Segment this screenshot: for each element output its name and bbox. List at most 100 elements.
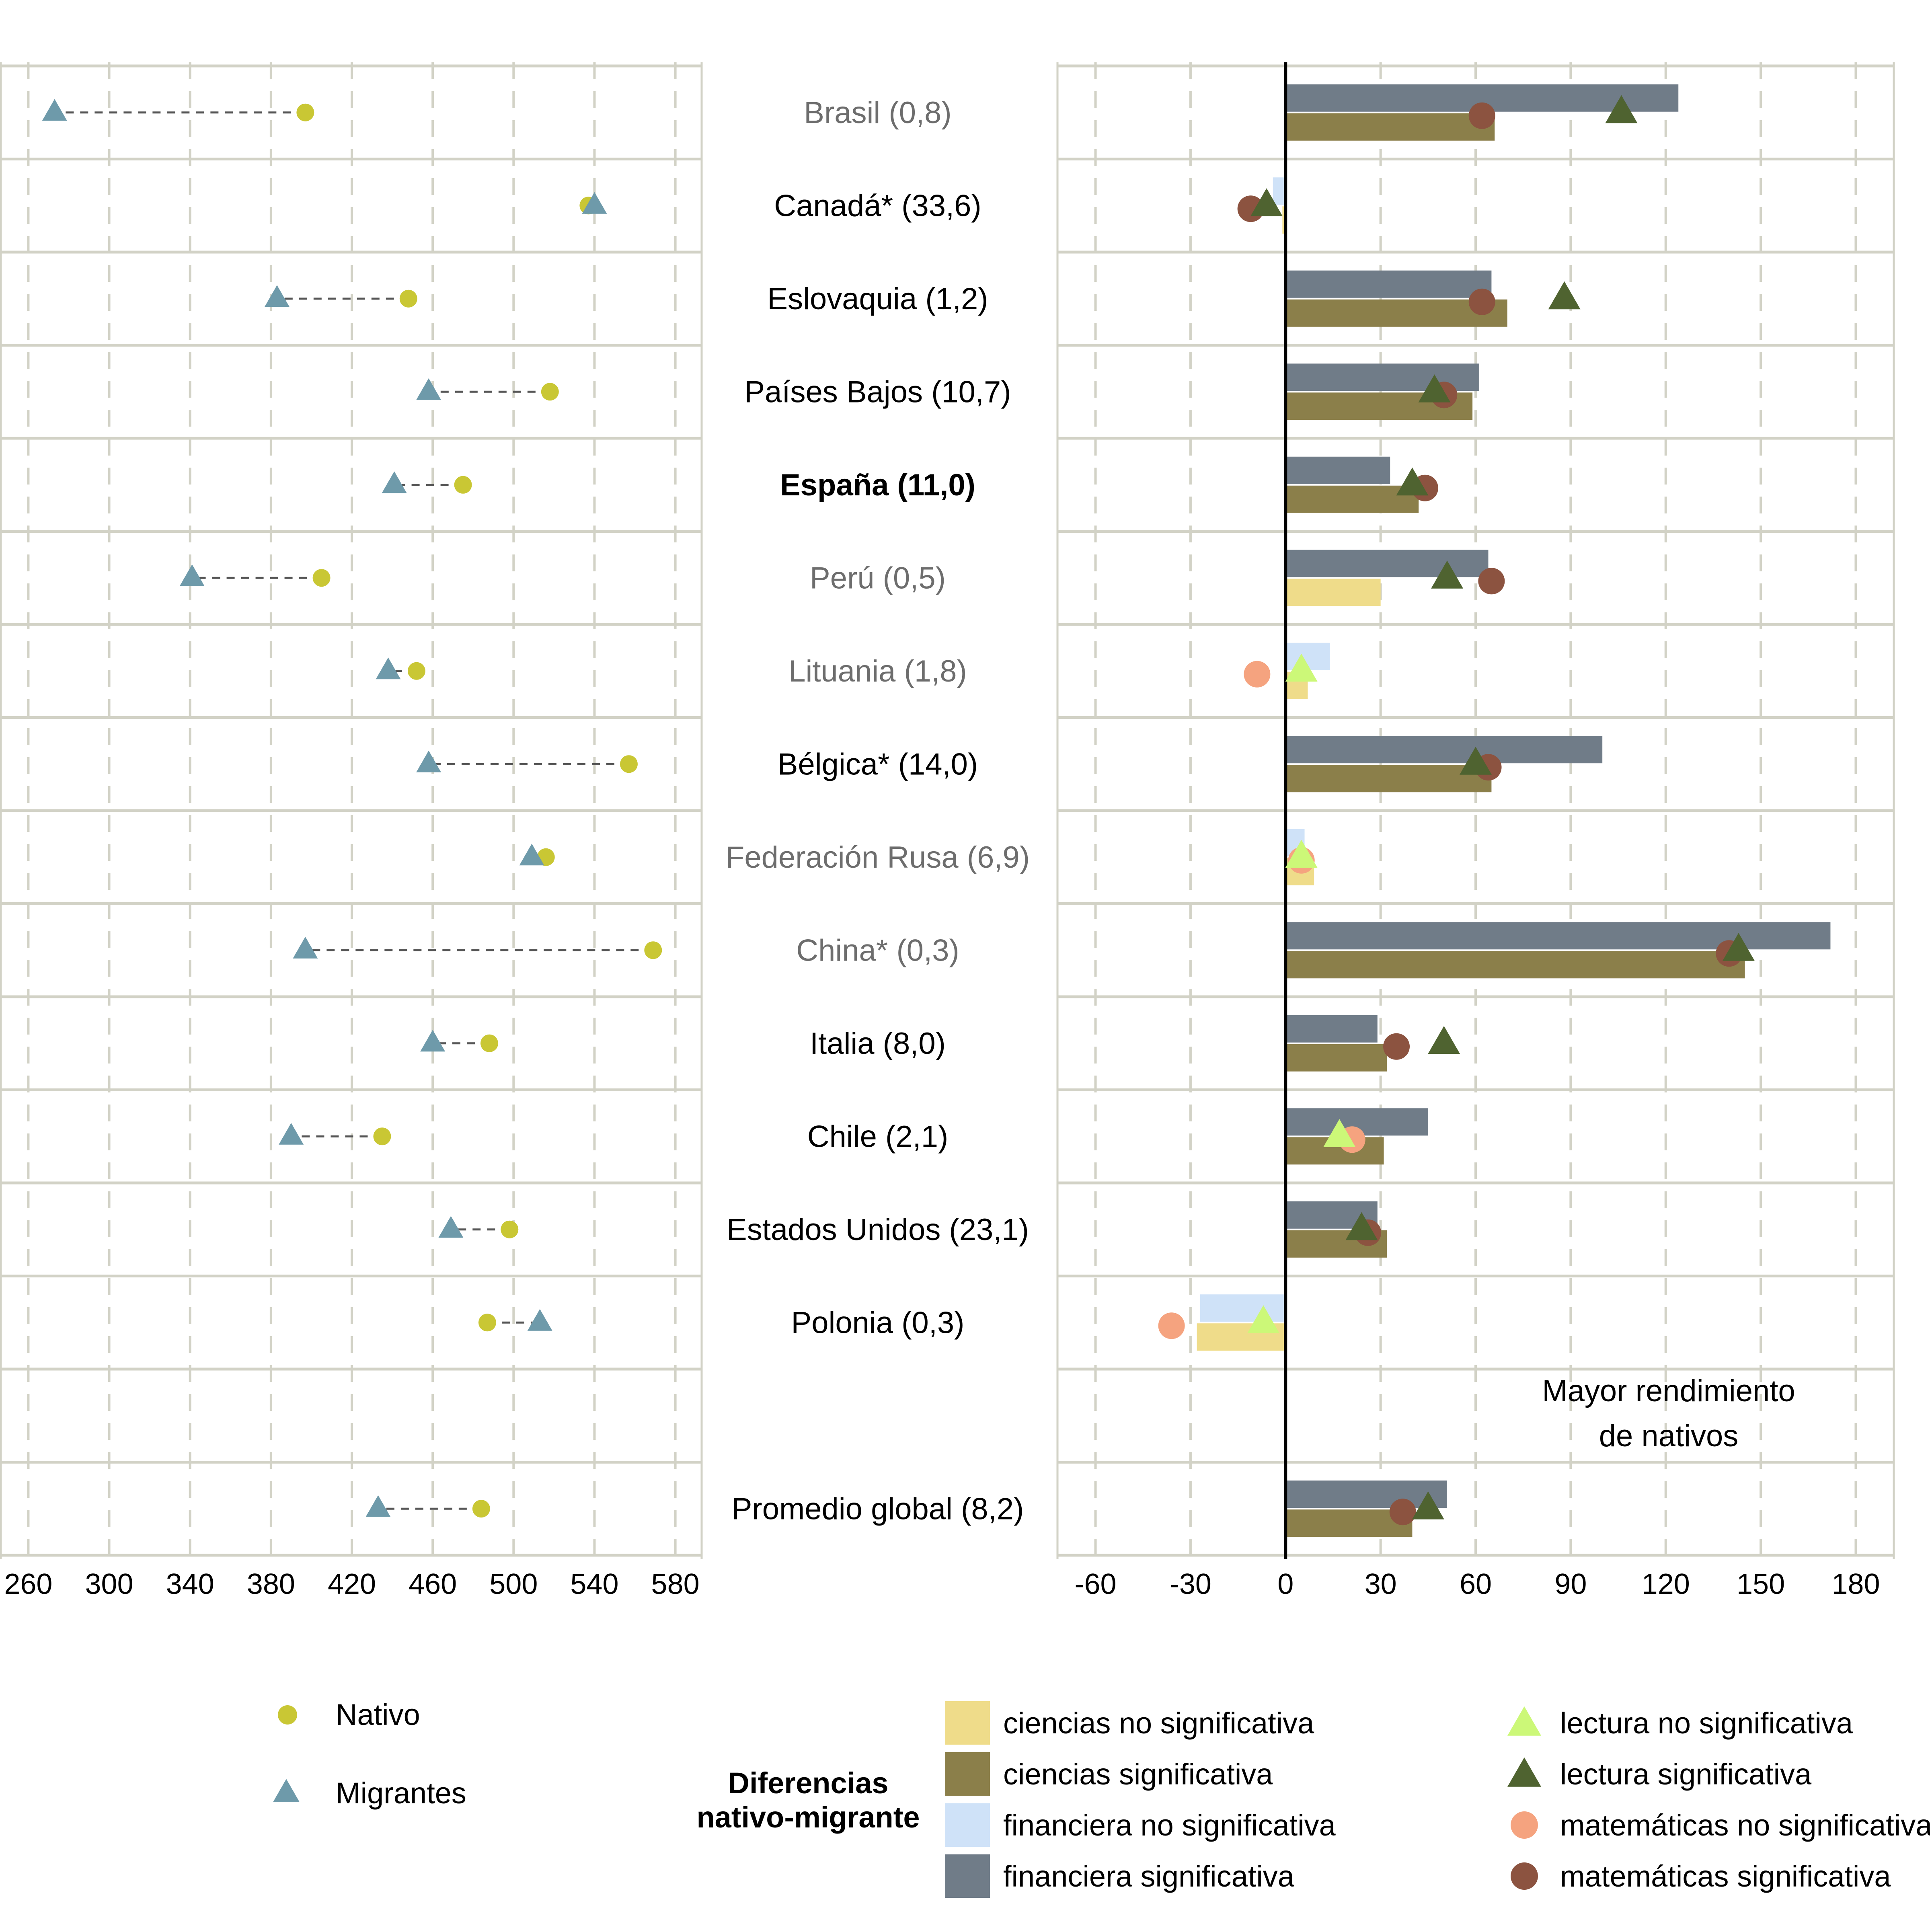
annotation-text: de nativos — [1599, 1419, 1738, 1453]
migrantes-point — [420, 1030, 446, 1052]
migrantes-point — [293, 936, 318, 959]
legend-title-line1: Diferencias — [728, 1766, 889, 1800]
legend-label-cie_s: ciencias significativa — [1003, 1757, 1273, 1791]
financiera-bar — [1285, 270, 1492, 298]
left-x-tick-label: 340 — [166, 1568, 214, 1600]
financiera-bar — [1285, 922, 1831, 950]
country-label: Eslovaquia (1,2) — [767, 282, 988, 316]
lectura-point — [1285, 653, 1318, 682]
migrantes-point — [264, 285, 290, 307]
legend-label-mat_s: matemáticas significativa — [1560, 1860, 1891, 1893]
nativo-point — [472, 1500, 490, 1518]
right-x-tick-label: 90 — [1554, 1568, 1587, 1600]
left-x-tick-label: 580 — [651, 1568, 700, 1600]
left-x-tick-label: 460 — [409, 1568, 457, 1600]
migrantes-point — [42, 99, 67, 121]
nativo-point — [296, 103, 314, 121]
left-x-tick-label: 540 — [570, 1568, 618, 1600]
country-label: Brasil (0,8) — [804, 96, 951, 130]
country-label: Perú (0,5) — [810, 561, 946, 595]
migrantes-point — [376, 657, 401, 680]
lectura-point — [1396, 467, 1429, 496]
lectura-point — [1431, 561, 1464, 589]
annotation-text: Mayor rendimiento — [1542, 1374, 1795, 1408]
right-x-tick-label: 30 — [1365, 1568, 1397, 1600]
nativo-point — [373, 1127, 391, 1146]
legend-label-cie_ns: ciencias no significativa — [1003, 1706, 1314, 1740]
left-x-tick-label: 420 — [328, 1568, 376, 1600]
country-label: Italia (8,0) — [810, 1027, 946, 1061]
legend-swatch-fin_s — [945, 1854, 990, 1898]
country-label: Bélgica* (14,0) — [778, 747, 978, 781]
lectura-point — [1285, 840, 1318, 868]
ciencias-bar — [1285, 951, 1745, 979]
ciencias-bar — [1285, 485, 1419, 513]
country-label: Lituania (1,8) — [788, 654, 967, 688]
left-x-tick-label: 380 — [247, 1568, 295, 1600]
right-x-tick-label: 120 — [1642, 1568, 1690, 1600]
legend-label-mat_ns: matemáticas no significativa — [1560, 1809, 1930, 1842]
country-label: Promedio global (8,2) — [732, 1492, 1024, 1526]
financiera-bar — [1285, 456, 1390, 484]
matematicas-point — [1468, 288, 1495, 315]
lectura-point — [1722, 933, 1755, 961]
ciencias-bar — [1285, 765, 1492, 793]
right-x-tick-label: 150 — [1737, 1568, 1785, 1600]
lectura-point — [1323, 1119, 1356, 1147]
legend-label-fin_s: financiera significativa — [1003, 1860, 1295, 1893]
nativo-point — [407, 662, 425, 680]
nativo-point — [541, 383, 559, 401]
legend-swatch-cie_ns — [945, 1701, 990, 1745]
lectura-point — [1428, 1026, 1460, 1054]
country-label: Canadá* (33,6) — [774, 189, 981, 223]
migrantes-point — [382, 471, 407, 493]
legend-swatch-fin_ns — [945, 1803, 990, 1847]
financiera-bar — [1285, 550, 1489, 577]
migrantes-point — [527, 1309, 552, 1331]
migrantes-point — [365, 1495, 391, 1517]
country-label: España (11,0) — [780, 468, 975, 502]
migrantes-point — [519, 844, 544, 866]
migrantes-point — [582, 192, 607, 214]
migrantes-point — [416, 378, 441, 400]
financiera-bar — [1273, 177, 1286, 205]
legend-nativo-marker — [278, 1705, 297, 1725]
nativo-point — [312, 569, 331, 587]
lectura-point — [1605, 95, 1638, 123]
country-label: Países Bajos (10,7) — [744, 375, 1011, 409]
nativo-point — [501, 1220, 519, 1238]
legend-swatch-lec_s — [1507, 1757, 1541, 1787]
legend-migrantes-label: Migrantes — [336, 1776, 466, 1810]
ciencias-bar — [1285, 1044, 1387, 1072]
ciencias-bar — [1285, 113, 1495, 141]
right-x-tick-label: -30 — [1170, 1568, 1211, 1600]
migrantes-point — [179, 564, 205, 586]
migrantes-point — [416, 750, 441, 772]
country-label: Polonia (0,3) — [791, 1306, 965, 1340]
nativo-point — [620, 755, 638, 773]
nativo-point — [454, 476, 472, 494]
legend-label-lec_s: lectura significativa — [1560, 1757, 1812, 1791]
lectura-point — [1460, 747, 1492, 775]
lectura-point — [1345, 1212, 1378, 1240]
financiera-bar — [1285, 1480, 1448, 1508]
right-x-tick-label: 180 — [1831, 1568, 1880, 1600]
right-x-tick-label: 0 — [1277, 1568, 1294, 1600]
left-panel: 260 300 340 380 420 460 500 540 580 — [0, 62, 703, 1600]
right-x-tick-label: -60 — [1075, 1568, 1117, 1600]
lectura-point — [1548, 281, 1581, 310]
ciencias-bar — [1285, 579, 1381, 606]
nativo-point — [644, 941, 662, 959]
left-x-tick-label: 500 — [489, 1568, 538, 1600]
left-x-tick-label: 260 — [4, 1568, 52, 1600]
left-x-tick-label: 300 — [85, 1568, 133, 1600]
matematicas-point — [1383, 1033, 1410, 1060]
legend-swatch-mat_s — [1511, 1862, 1538, 1890]
right-x-tick-label: 60 — [1460, 1568, 1492, 1600]
legend-swatch-mat_ns — [1511, 1811, 1538, 1839]
lectura-point — [1418, 374, 1451, 402]
legend-nativo-label: Nativo — [336, 1698, 420, 1731]
lectura-point — [1247, 1305, 1280, 1333]
nativo-point — [478, 1314, 496, 1332]
